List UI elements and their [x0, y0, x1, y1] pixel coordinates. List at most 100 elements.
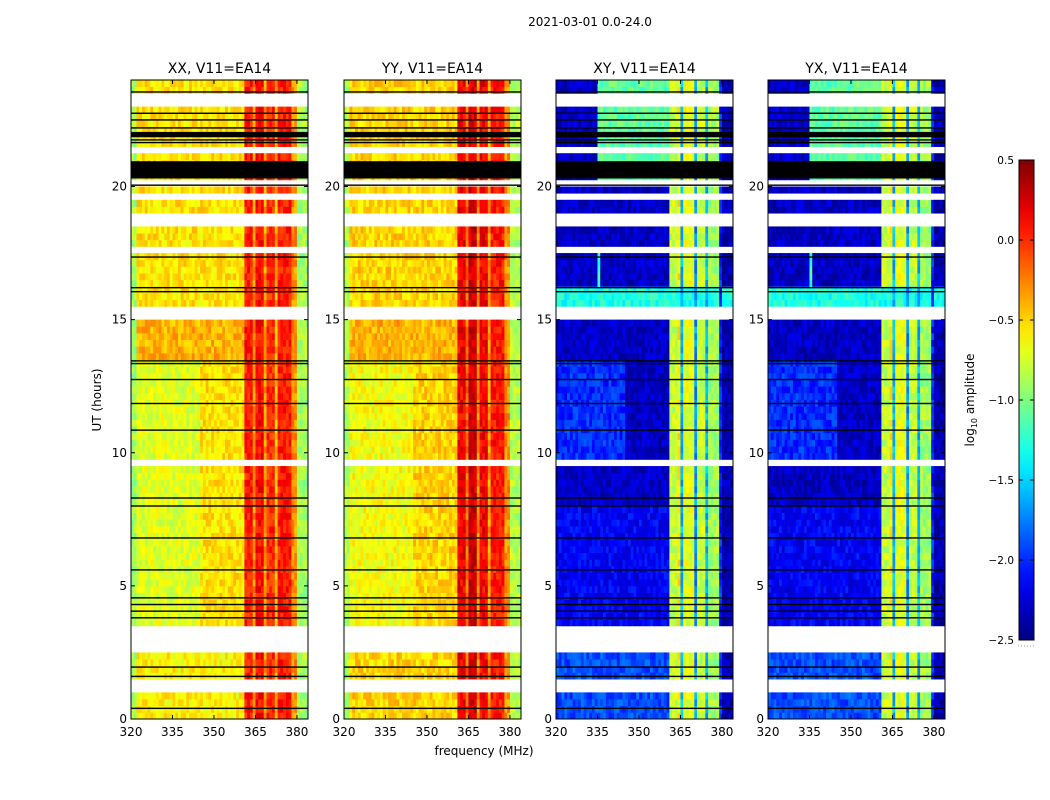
- heatmap-cell: [233, 545, 237, 553]
- heatmap-cell: [202, 652, 207, 660]
- heatmap-cell: [142, 506, 146, 514]
- heatmap-cell: [142, 299, 146, 307]
- heatmap-cell: [211, 545, 215, 553]
- heatmap-cell: [189, 266, 193, 274]
- heatmap-cell: [197, 519, 201, 527]
- heatmap-cell: [241, 259, 245, 267]
- heatmap-cell: [280, 712, 284, 720]
- heatmap-cell: [153, 239, 157, 247]
- heatmap-cell: [194, 279, 198, 287]
- heatmap-cell: [230, 326, 234, 334]
- heatmap-cell: [189, 332, 193, 340]
- heatmap-cell: [238, 233, 243, 241]
- heatmap-cell: [294, 279, 298, 287]
- heatmap-cell: [252, 113, 256, 121]
- heatmap-cell: [172, 585, 176, 593]
- heatmap-cell: [219, 239, 223, 247]
- heatmap-cell: [288, 479, 292, 487]
- heatmap-cell: [216, 113, 220, 121]
- heatmap-cell: [216, 153, 220, 161]
- heatmap-cell: [266, 319, 270, 327]
- heatmap-cell: [183, 406, 187, 414]
- heatmap-cell: [252, 239, 256, 247]
- heatmap-cell: [172, 319, 176, 327]
- heatmap-cell: [194, 412, 198, 420]
- heatmap-cell: [285, 612, 290, 620]
- heatmap-cell: [274, 206, 278, 214]
- heatmap-cell: [244, 153, 248, 161]
- heatmap-cell: [136, 352, 140, 360]
- heatmap-cell: [183, 599, 187, 607]
- heatmap-cell: [142, 585, 146, 593]
- heatmap-cell: [216, 379, 220, 387]
- heatmap-cell: [260, 153, 265, 161]
- heatmap-cell: [178, 239, 182, 247]
- heatmap-cell: [266, 705, 270, 713]
- heatmap-cell: [263, 153, 267, 161]
- heatmap-cell: [258, 332, 262, 340]
- heatmap-cell: [175, 339, 179, 347]
- heatmap-cell: [216, 412, 220, 420]
- heatmap-cell: [136, 339, 140, 347]
- heatmap-cell: [288, 259, 292, 267]
- heatmap-cell: [150, 266, 154, 274]
- heatmap-cell: [161, 233, 165, 241]
- heatmap-cell: [183, 539, 187, 547]
- heatmap-cell: [238, 106, 243, 114]
- heatmap-cell: [227, 499, 231, 507]
- heatmap-cell: [277, 199, 281, 207]
- heatmap-cell: [238, 605, 243, 613]
- heatmap-cell: [166, 233, 171, 241]
- heatmap-cell: [147, 432, 151, 440]
- heatmap-cell: [175, 106, 179, 114]
- heatmap-cell: [296, 446, 301, 454]
- heatmap-cell: [186, 439, 190, 447]
- heatmap-cell: [150, 106, 154, 114]
- heatmap-cell: [283, 599, 287, 607]
- heatmap-cell: [189, 113, 193, 121]
- heatmap-cell: [277, 386, 281, 394]
- heatmap-cell: [241, 572, 245, 580]
- heatmap-cell: [202, 386, 207, 394]
- heatmap-cell: [200, 572, 204, 580]
- heatmap-cell: [139, 332, 143, 340]
- heatmap-cell: [305, 352, 309, 360]
- heatmap-cell: [285, 652, 290, 660]
- heatmap-cell: [222, 299, 226, 307]
- heatmap-cell: [269, 492, 273, 500]
- heatmap-cell: [131, 712, 135, 720]
- heatmap-cell: [291, 705, 295, 713]
- heatmap-cell: [178, 319, 182, 327]
- heatmap-cell: [197, 286, 201, 294]
- heatmap-cell: [260, 199, 265, 207]
- heatmap-cell: [155, 206, 160, 214]
- heatmap-cell: [230, 386, 234, 394]
- heatmap-cell: [225, 412, 229, 420]
- heatmap-cell: [139, 386, 143, 394]
- heatmap-cell: [252, 579, 256, 587]
- heatmap-cell: [291, 392, 295, 400]
- heatmap-cell: [247, 286, 251, 294]
- heatmap-cell: [260, 419, 265, 427]
- heatmap-cell: [172, 592, 176, 600]
- heatmap-cell: [183, 492, 187, 500]
- heatmap-cell: [191, 339, 196, 347]
- heatmap-cell: [172, 439, 176, 447]
- heatmap-cell: [272, 532, 276, 540]
- heatmap-cell: [247, 452, 251, 460]
- heatmap-cell: [241, 319, 245, 327]
- heatmap-cell: [194, 206, 198, 214]
- heatmap-cell: [230, 506, 234, 514]
- heatmap-cell: [150, 519, 154, 527]
- heatmap-cell: [274, 552, 278, 560]
- heatmap-cell: [175, 699, 179, 707]
- heatmap-cell: [158, 692, 162, 700]
- heatmap-cell: [258, 286, 262, 294]
- heatmap-cell: [175, 239, 179, 247]
- heatmap-cell: [178, 439, 182, 447]
- heatmap-cell: [200, 266, 204, 274]
- heatmap-cell: [219, 605, 223, 613]
- heatmap-cell: [283, 419, 287, 427]
- heatmap-cell: [161, 406, 165, 414]
